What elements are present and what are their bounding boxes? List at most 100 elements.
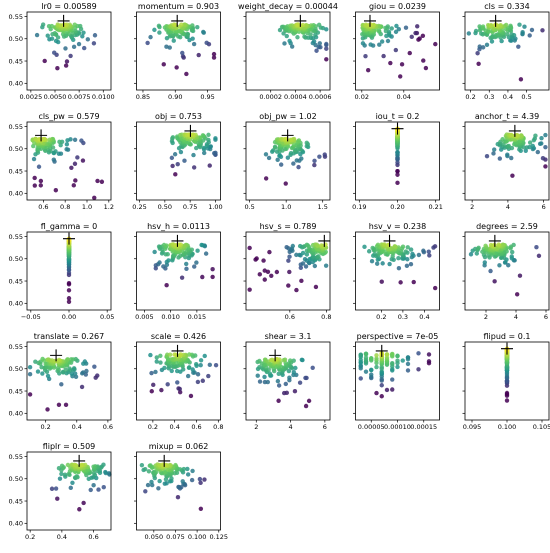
data-point bbox=[45, 33, 50, 38]
data-point bbox=[63, 367, 68, 373]
data-point bbox=[154, 469, 159, 475]
subplot-title: weight_decay = 0.00044 bbox=[238, 2, 338, 11]
subplot: fliplr = 0.509 0.2 0.4 0.6 0.40 0.45 0.50 0.55 bbox=[9, 442, 112, 541]
data-point bbox=[247, 287, 252, 292]
data-point bbox=[68, 485, 73, 491]
data-point bbox=[73, 178, 78, 183]
data-point bbox=[59, 382, 64, 387]
data-point bbox=[543, 164, 548, 169]
subplot-title: momentum = 0.903 bbox=[138, 2, 219, 11]
data-point bbox=[395, 180, 400, 186]
data-point bbox=[66, 280, 72, 286]
data-point bbox=[149, 479, 154, 485]
data-point bbox=[210, 274, 215, 280]
data-point bbox=[276, 398, 281, 403]
data-point bbox=[92, 33, 98, 38]
x-tick-label: 0.0004 bbox=[284, 93, 307, 101]
data-point bbox=[302, 34, 307, 39]
data-point bbox=[95, 373, 100, 378]
axes-frame bbox=[464, 121, 550, 201]
data-point bbox=[190, 367, 195, 372]
data-point bbox=[206, 132, 211, 138]
data-point bbox=[191, 152, 196, 158]
data-point bbox=[254, 256, 259, 261]
data-point bbox=[185, 373, 191, 379]
data-point bbox=[178, 149, 184, 155]
data-point bbox=[405, 368, 411, 373]
data-point bbox=[375, 242, 381, 248]
data-point bbox=[247, 245, 252, 251]
data-point bbox=[496, 242, 501, 247]
x-tick-label: 0.75 bbox=[183, 203, 197, 211]
x-tick-label: 0.00 bbox=[62, 313, 76, 321]
data-point bbox=[387, 261, 392, 267]
data-point bbox=[520, 29, 525, 35]
data-point bbox=[312, 162, 317, 168]
best-marker bbox=[158, 454, 171, 467]
data-point bbox=[143, 489, 148, 494]
data-point bbox=[294, 158, 299, 163]
data-point bbox=[73, 462, 78, 468]
data-point bbox=[374, 364, 379, 370]
data-point bbox=[395, 358, 400, 363]
data-point bbox=[89, 475, 94, 480]
data-point bbox=[195, 24, 200, 30]
data-point bbox=[488, 23, 494, 28]
data-point bbox=[281, 358, 286, 363]
data-point bbox=[53, 188, 59, 193]
data-point bbox=[157, 260, 162, 265]
data-point bbox=[40, 371, 45, 376]
data-point bbox=[175, 494, 181, 500]
data-point bbox=[194, 361, 199, 367]
subplot-title: translate = 0.267 bbox=[34, 332, 104, 341]
x-tick-label: 0.8 bbox=[60, 203, 70, 211]
data-point bbox=[187, 37, 192, 43]
data-point bbox=[69, 371, 74, 376]
data-point bbox=[396, 255, 401, 261]
data-point bbox=[421, 58, 426, 63]
data-point bbox=[497, 156, 503, 161]
subplot-title: obj_pw = 1.02 bbox=[259, 112, 316, 121]
data-point bbox=[265, 379, 270, 385]
data-point bbox=[399, 62, 405, 67]
data-point bbox=[184, 266, 189, 272]
data-point bbox=[476, 245, 481, 251]
data-point bbox=[362, 244, 367, 250]
axes-frame bbox=[355, 11, 440, 91]
data-point bbox=[324, 27, 329, 32]
data-point bbox=[524, 145, 530, 150]
data-point bbox=[488, 268, 493, 274]
data-point bbox=[139, 462, 145, 468]
data-point bbox=[393, 47, 399, 53]
data-point bbox=[369, 356, 374, 361]
data-point bbox=[300, 261, 306, 266]
data-point bbox=[384, 355, 390, 360]
best-marker bbox=[501, 342, 513, 355]
x-tick-label: 4 bbox=[514, 313, 518, 321]
x-tick-label: 0.04 bbox=[397, 93, 411, 101]
data-point bbox=[106, 471, 112, 476]
data-point bbox=[420, 33, 426, 38]
data-point bbox=[275, 157, 280, 163]
data-point bbox=[152, 27, 157, 33]
data-point bbox=[466, 31, 472, 36]
x-tick-label: 0.0075 bbox=[68, 93, 91, 101]
data-point bbox=[427, 253, 432, 258]
data-point bbox=[381, 53, 386, 59]
data-point bbox=[416, 351, 421, 356]
data-point bbox=[282, 390, 287, 396]
data-point bbox=[374, 390, 379, 396]
data-point bbox=[206, 373, 211, 379]
data-point bbox=[64, 142, 70, 147]
data-point bbox=[288, 151, 294, 156]
data-point bbox=[390, 387, 395, 392]
data-point bbox=[66, 296, 72, 301]
data-point bbox=[303, 264, 309, 269]
data-point bbox=[148, 34, 153, 40]
data-point bbox=[197, 476, 203, 482]
data-point bbox=[66, 299, 72, 304]
x-tick-label: 0.2 bbox=[465, 93, 475, 101]
data-point bbox=[369, 372, 374, 377]
x-tick-label: 0.3 bbox=[398, 313, 408, 321]
data-point bbox=[283, 381, 288, 387]
